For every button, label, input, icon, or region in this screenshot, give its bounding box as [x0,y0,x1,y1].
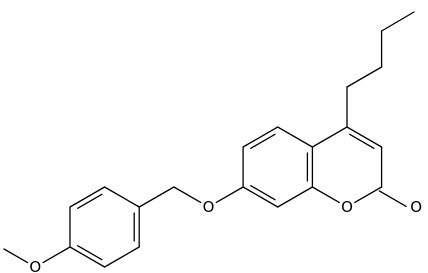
bond [311,186,340,204]
atom-label: O [341,198,353,216]
bond [138,186,175,208]
bond [354,186,383,204]
bond [42,246,71,264]
double-bond-line [77,193,103,209]
bond [311,126,348,148]
double-bond-line [250,185,276,201]
bond [215,186,244,204]
bond [346,66,383,88]
double-bond-line [378,190,407,208]
bond [69,246,106,268]
bond [103,246,140,268]
bond [242,186,279,208]
bond [346,126,383,148]
bond [277,186,314,208]
bond [69,186,106,208]
double-bond-line [250,133,276,149]
atom-label: O [410,198,422,216]
bond [277,126,314,148]
bond [103,186,140,208]
atom-labels: O O O O [29,198,422,273]
bonds [3,11,415,268]
bond [242,126,279,148]
double-bond-line [349,133,375,149]
atom-label: O [203,198,215,216]
atom-label: O [29,258,41,273]
bond [173,186,202,204]
bond [380,11,415,32]
bond [3,248,29,264]
double-bond-line [77,245,103,261]
